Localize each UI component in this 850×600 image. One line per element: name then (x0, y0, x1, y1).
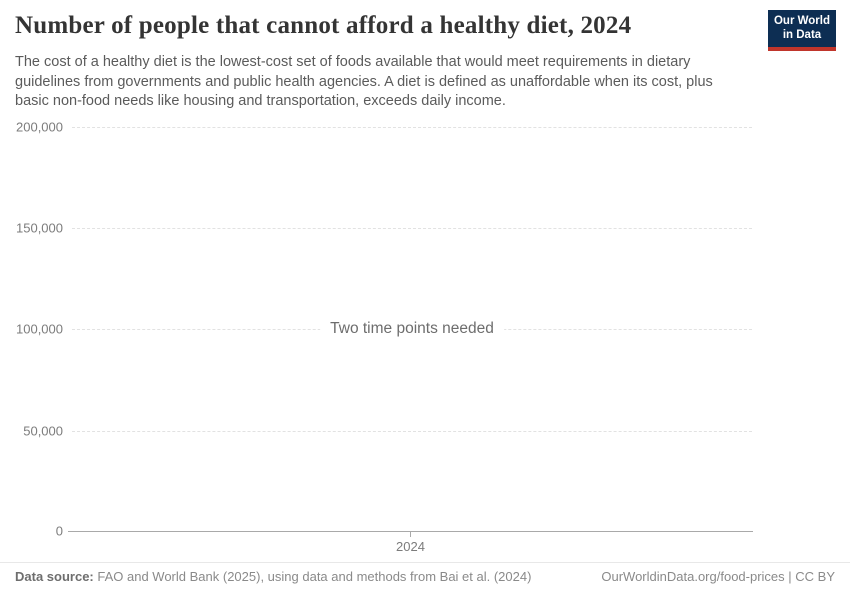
data-source-note: Data source: FAO and World Bank (2025), … (15, 569, 531, 584)
gridline-200000 (72, 127, 752, 128)
owid-credit-link[interactable]: OurWorldinData.org/food-prices | CC BY (601, 569, 835, 584)
gridline-150000 (72, 228, 752, 229)
y-tick-label-150000: 150,000 (16, 220, 63, 236)
owid-logo-line2: in Data (782, 29, 822, 41)
footer-divider (0, 562, 850, 563)
owid-logo-line1: Our World (773, 15, 830, 27)
y-tick-label-50000: 50,000 (23, 423, 63, 439)
y-tick-label-0: 0 (55, 523, 63, 539)
empty-chart-message: Two time points needed (320, 318, 504, 340)
owid-logo[interactable]: Our World in Data (768, 10, 836, 51)
data-source-label: Data source: (15, 569, 94, 584)
gridline-50000 (72, 431, 752, 432)
data-source-text: FAO and World Bank (2025), using data an… (97, 569, 532, 584)
y-tick-label-200000: 200,000 (16, 119, 63, 135)
x-tick-mark-2024 (410, 532, 411, 537)
x-axis-line (68, 531, 753, 532)
chart-subtitle: The cost of a healthy diet is the lowest… (15, 54, 713, 109)
y-tick-label-100000: 100,000 (16, 321, 63, 337)
x-tick-label-2024: 2024 (396, 539, 425, 554)
page-title: Number of people that cannot afford a he… (15, 12, 632, 39)
